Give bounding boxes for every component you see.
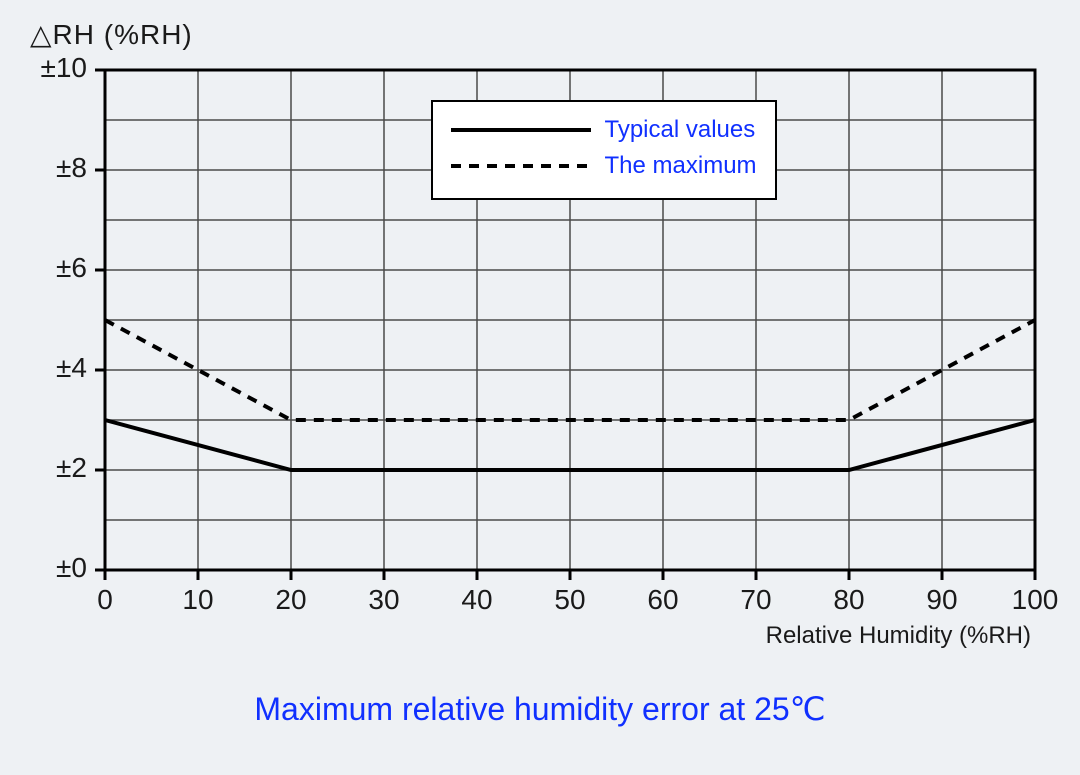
chart-caption: Maximum relative humidity error at 25℃	[0, 690, 1080, 728]
legend-item: The maximum	[451, 148, 757, 184]
legend-swatch	[451, 154, 591, 178]
legend-label: Typical values	[605, 116, 756, 144]
y-tick-label: ±10	[27, 52, 87, 84]
x-tick-label: 30	[368, 584, 399, 616]
y-tick-label: ±0	[27, 552, 87, 584]
x-tick-label: 20	[275, 584, 306, 616]
legend-swatch	[451, 118, 591, 142]
x-tick-label: 100	[1012, 584, 1059, 616]
x-tick-label: 70	[740, 584, 771, 616]
x-tick-label: 0	[97, 584, 113, 616]
y-tick-label: ±6	[27, 252, 87, 284]
humidity-error-chart: △RH (%RH) ±0 ±2 ±4 ±6 ±8 ±10 0 10 20 30 40 50 60 70 8…	[0, 0, 1080, 775]
y-tick-label: ±8	[27, 152, 87, 184]
chart-legend: Typical values The maximum	[431, 100, 777, 200]
y-axis-title: △RH (%RH)	[30, 18, 193, 51]
y-tick-label: ±4	[27, 352, 87, 384]
x-tick-label: 90	[926, 584, 957, 616]
x-tick-label: 60	[647, 584, 678, 616]
legend-item: Typical values	[451, 112, 757, 148]
x-tick-label: 80	[833, 584, 864, 616]
x-tick-label: 50	[554, 584, 585, 616]
y-tick-label: ±2	[27, 452, 87, 484]
x-tick-label: 40	[461, 584, 492, 616]
legend-label: The maximum	[605, 152, 757, 180]
x-tick-label: 10	[182, 584, 213, 616]
x-axis-label: Relative Humidity (%RH)	[766, 622, 1031, 650]
